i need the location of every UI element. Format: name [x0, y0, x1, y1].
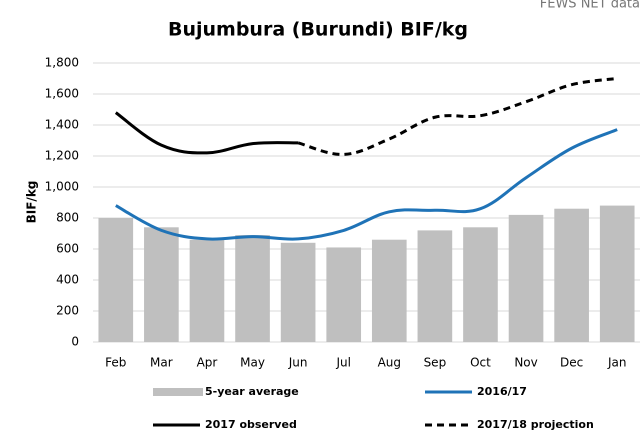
- bar: [189, 239, 225, 342]
- legend-label: 2017 observed: [205, 418, 297, 431]
- bar: [280, 242, 316, 342]
- y-tick-label: 1,800: [45, 56, 79, 70]
- y-tick-label: 400: [56, 273, 79, 287]
- line: [114, 111, 299, 155]
- legend-label: 2017/18 projection: [477, 418, 594, 431]
- x-tick-label: Jan: [607, 356, 627, 370]
- x-tick-label: Apr: [197, 356, 218, 370]
- y-tick-label: 200: [56, 304, 79, 318]
- line: [115, 128, 618, 241]
- legend-label: 2016/17: [477, 385, 527, 398]
- y-tick-label: 800: [56, 211, 79, 225]
- x-tick-label: Oct: [470, 356, 491, 370]
- y-tick-label: 1,000: [45, 180, 79, 194]
- y-tick-label: 600: [56, 242, 79, 256]
- x-tick-label: Mar: [150, 356, 173, 370]
- x-tick-label: Dec: [560, 356, 583, 370]
- y-tick-label: 1,400: [45, 118, 79, 132]
- x-tick-label: Aug: [378, 356, 401, 370]
- y-axis-label: BIF/kg: [25, 181, 39, 224]
- bar: [371, 239, 407, 342]
- bar: [599, 205, 635, 342]
- x-tick-label: May: [240, 356, 265, 370]
- x-tick-label: Jun: [288, 356, 308, 370]
- bar: [326, 247, 362, 342]
- bar: [98, 218, 134, 342]
- y-tick-label: 1,200: [45, 149, 79, 163]
- bar: [554, 208, 589, 342]
- y-tick-label: 0: [71, 335, 79, 349]
- bar: [508, 214, 544, 342]
- legend-label: 5-year average: [205, 385, 299, 398]
- line: [297, 77, 618, 156]
- chart-title: Bujumbura (Burundi) BIF/kg: [168, 19, 468, 41]
- bar: [144, 227, 179, 342]
- bar: [463, 227, 498, 342]
- bar: [235, 235, 270, 342]
- legend-swatch: [153, 388, 203, 396]
- bar: [417, 230, 453, 342]
- x-tick-label: Sep: [424, 356, 447, 370]
- y-tick-label: 1,600: [45, 87, 79, 101]
- source-text: FEWS NET data: [540, 0, 640, 12]
- x-tick-label: Feb: [105, 356, 126, 370]
- x-tick-label: Nov: [514, 356, 537, 370]
- x-tick-label: Jul: [335, 356, 350, 370]
